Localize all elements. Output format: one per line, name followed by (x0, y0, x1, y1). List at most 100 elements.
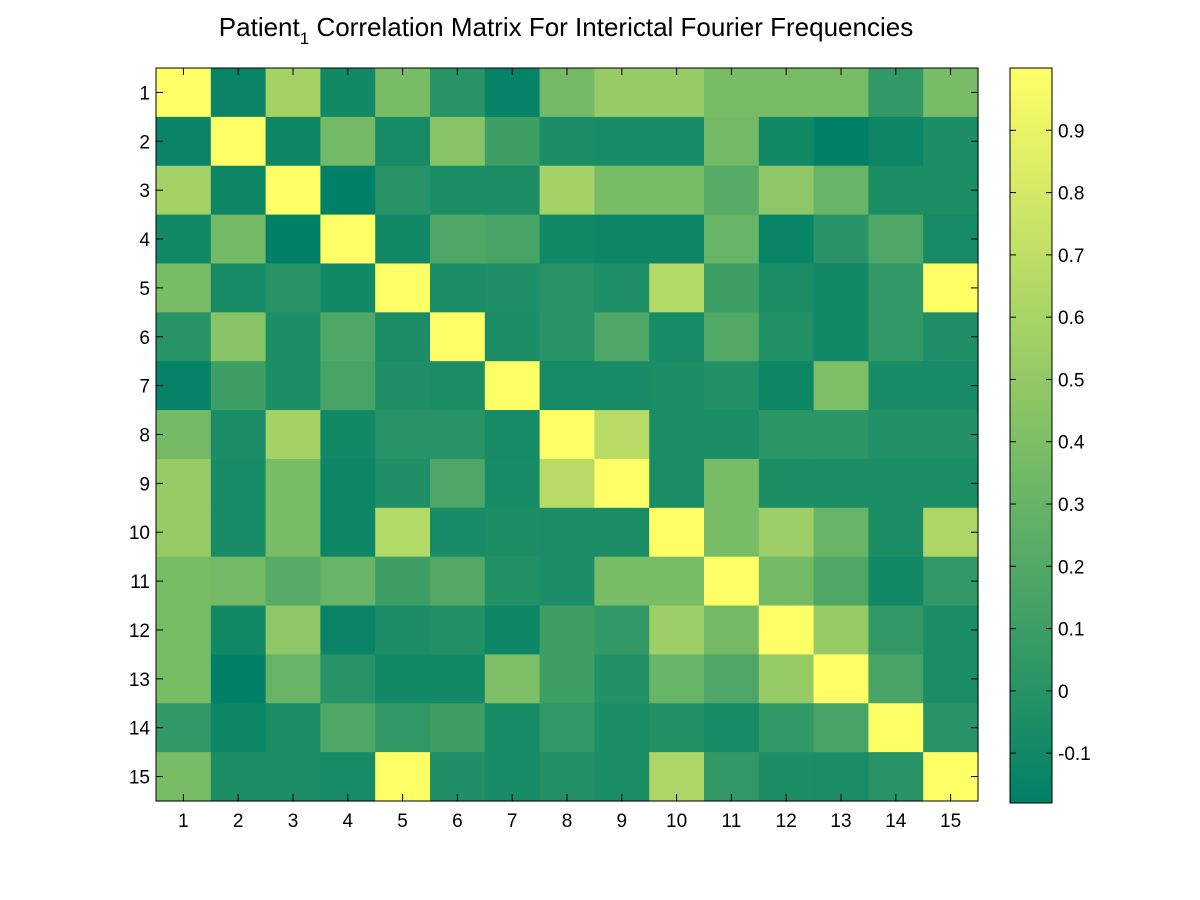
heatmap-cell (868, 116, 924, 167)
heatmap-cell (210, 214, 267, 265)
heatmap-cell (758, 507, 815, 558)
col-tick-labels: 1 2 3 4 5 6 7 8 9 10 11 12 13 14 15 (178, 68, 961, 832)
heatmap-cell (594, 752, 650, 802)
heatmap-cell (758, 361, 815, 411)
heatmap-cell (649, 458, 705, 509)
heatmap-cell (539, 507, 595, 558)
heatmap-cell (430, 165, 486, 216)
heatmap-cell (868, 556, 924, 607)
row-tick-label: 9 (139, 474, 150, 495)
heatmap-cell (594, 703, 650, 753)
heatmap-cell (649, 263, 705, 313)
heatmap-cell (758, 214, 815, 265)
row-tick-label: 7 (139, 377, 150, 398)
colorbar-tick-label: 0.7 (1058, 246, 1084, 267)
heatmap-cell (375, 654, 431, 704)
heatmap-cell (484, 752, 541, 802)
heatmap-cell (704, 312, 760, 362)
heatmap-cells (156, 68, 979, 802)
heatmap-cell (265, 703, 321, 753)
col-tick-label: 5 (397, 811, 408, 832)
heatmap-cell (539, 361, 595, 411)
heatmap-cell (156, 507, 212, 558)
heatmap-cell (758, 556, 815, 607)
heatmap-cell (813, 605, 869, 655)
heatmap-cell (210, 703, 267, 753)
heatmap-cell (923, 458, 979, 509)
col-tick-label: 12 (776, 811, 797, 832)
heatmap-cell (484, 654, 541, 704)
heatmap-cell (320, 68, 376, 118)
heatmap-cell (923, 68, 979, 118)
heatmap-cell (758, 165, 815, 216)
heatmap-cell (649, 654, 705, 704)
heatmap-cell (210, 458, 267, 509)
row-tick-label: 11 (130, 572, 150, 593)
heatmap-cell (375, 116, 431, 167)
heatmap-cell (923, 605, 979, 655)
heatmap-cell (649, 116, 705, 167)
col-tick-label: 14 (885, 811, 907, 832)
heatmap-cell (265, 214, 321, 265)
heatmap-cell (539, 458, 595, 509)
col-tick-label: 15 (940, 811, 961, 832)
heatmap-cell (923, 361, 979, 411)
heatmap-cell (813, 263, 869, 313)
heatmap-cell (484, 165, 541, 216)
heatmap-cell (923, 703, 979, 753)
heatmap-cell (320, 361, 376, 411)
heatmap-cell (430, 116, 486, 167)
heatmap-cell (265, 654, 321, 704)
heatmap-cell (813, 116, 869, 167)
heatmap-cell (594, 410, 650, 460)
heatmap-cell (156, 703, 212, 753)
heatmap-cell (484, 605, 541, 655)
colorbar-tick-label: 0.1 (1058, 620, 1084, 641)
heatmap-cell (430, 312, 486, 362)
colorbar-frame (1009, 67, 1053, 804)
heatmap-cell (210, 605, 267, 655)
heatmap-cell (320, 116, 376, 167)
heatmap-cell (758, 263, 815, 313)
heatmap-cell (813, 361, 869, 411)
heatmap-cell (156, 68, 212, 118)
heatmap-cell (484, 410, 541, 460)
heatmap-cell (704, 410, 760, 460)
heatmap-cell (539, 116, 595, 167)
heatmap-cell (210, 556, 267, 607)
heatmap-cell (539, 263, 595, 313)
col-tick-label: 3 (288, 811, 299, 832)
col-tick-label: 9 (617, 811, 628, 832)
row-tick-label: 12 (129, 621, 150, 642)
heatmap-cell (813, 703, 869, 753)
heatmap-cell (539, 556, 595, 607)
heatmap-cell (704, 361, 760, 411)
heatmap-cell (210, 263, 267, 313)
heatmap-cell (923, 214, 979, 265)
heatmap-cell (539, 214, 595, 265)
heatmap-cell (813, 68, 869, 118)
heatmap-cell (649, 361, 705, 411)
heatmap-cell (430, 752, 486, 802)
heatmap-cell (320, 752, 376, 802)
heatmap-cell (813, 752, 869, 802)
heatmap-cell (484, 68, 541, 118)
heatmap-cell (704, 68, 760, 118)
heatmap-cell (320, 703, 376, 753)
row-tick-label: 2 (139, 132, 150, 153)
heatmap-cell (813, 507, 869, 558)
heatmap-cell (430, 556, 486, 607)
heatmap-cell (320, 410, 376, 460)
heatmap-cell (758, 458, 815, 509)
heatmap-cell (156, 361, 212, 411)
colorbar-tick-label: 0.5 (1058, 370, 1084, 391)
heatmap-cell (649, 68, 705, 118)
heatmap-cell (375, 361, 431, 411)
heatmap-cell (430, 507, 486, 558)
heatmap-cell (649, 165, 705, 216)
heatmap-cell (539, 68, 595, 118)
heatmap-cell (704, 214, 760, 265)
heatmap-cell (156, 214, 212, 265)
